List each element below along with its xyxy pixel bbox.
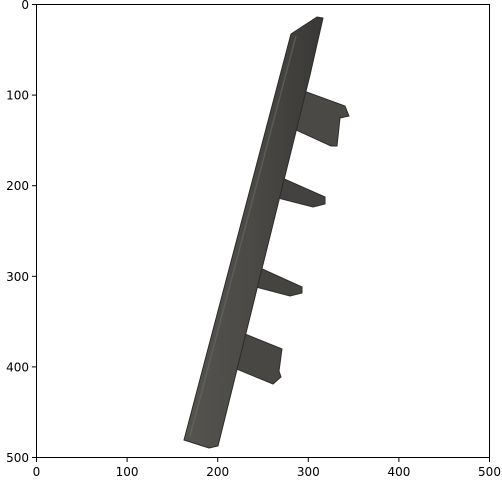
bracket-spine — [183, 16, 324, 449]
x-tick-label: 200 — [206, 465, 229, 479]
bracket-tab-3 — [255, 267, 303, 297]
y-tick-label: 0 — [21, 0, 29, 12]
x-tick-label: 0 — [33, 465, 41, 479]
bracket-spine-highlight — [189, 35, 297, 437]
y-axis: 0 100 200 300 400 500 — [6, 0, 37, 465]
x-tick-label: 100 — [116, 465, 139, 479]
x-axis: 0 100 200 300 400 500 — [33, 458, 501, 479]
bracket-tab-1 — [295, 89, 350, 147]
axes-frame — [36, 4, 490, 458]
y-tick-label: 500 — [6, 451, 29, 465]
x-tick-label: 400 — [387, 465, 410, 479]
bracket-photo — [183, 16, 350, 449]
y-tick-label: 300 — [6, 270, 29, 284]
y-tick-label: 200 — [6, 179, 29, 193]
y-tick-label: 400 — [6, 360, 29, 374]
bracket-tab-2 — [277, 177, 326, 208]
y-tick-label: 100 — [6, 89, 29, 103]
x-tick-label: 500 — [478, 465, 501, 479]
x-tick-label: 300 — [297, 465, 320, 479]
